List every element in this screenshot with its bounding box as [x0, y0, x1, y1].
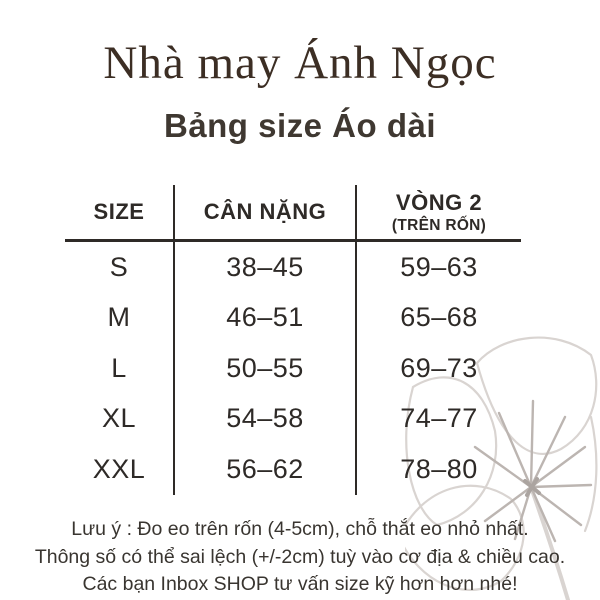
- weight-cell: 54–58: [173, 393, 357, 444]
- size-table: SIZE CÂN NẶNG VÒNG 2 (TRÊN RỐN) S 38–45 …: [65, 185, 521, 495]
- column-header-waist-sub: (TRÊN RỐN): [391, 216, 487, 234]
- chart-subtitle: Bảng size Áo dài: [163, 107, 437, 144]
- waist-cell: 78–80: [400, 453, 478, 484]
- weight-cell: 56–62: [173, 444, 357, 495]
- note-line-3: Các bạn Inbox SHOP tư vấn size kỹ hơn hơ…: [82, 573, 518, 595]
- size-cell: L: [111, 352, 127, 383]
- column-header-size: SIZE: [65, 185, 173, 242]
- shop-title: Nhà may Ánh Ngọc: [103, 37, 497, 89]
- size-cell: XXL: [92, 453, 146, 484]
- waist-cell: 74–77: [400, 403, 478, 434]
- weight-cell: 46–51: [173, 292, 357, 343]
- weight-cell: 38–45: [173, 242, 357, 293]
- size-cell: M: [107, 302, 131, 333]
- size-cell: XL: [101, 403, 137, 434]
- column-header-waist-main: VÒNG 2: [395, 189, 483, 215]
- flower-line-art-icon: [405, 336, 598, 600]
- column-header-weight: CÂN NẶNG: [173, 185, 357, 242]
- waist-cell: 59–63: [400, 251, 478, 282]
- weight-cell: 50–55: [173, 343, 357, 394]
- waist-cell: 65–68: [400, 302, 478, 333]
- waist-cell: 69–73: [400, 352, 478, 383]
- note-line-1: Lưu ý : Đo eo trên rốn (4-5cm), chỗ thắt…: [71, 518, 529, 540]
- note-line-2: Thông số có thể sai lệch (+/-2cm) tuỳ và…: [34, 545, 566, 568]
- size-cell: S: [109, 251, 129, 282]
- column-header-waist: VÒNG 2 (TRÊN RỐN): [357, 185, 521, 242]
- footer-notes: Lưu ý : Đo eo trên rốn (4-5cm), chỗ thắt…: [0, 516, 600, 599]
